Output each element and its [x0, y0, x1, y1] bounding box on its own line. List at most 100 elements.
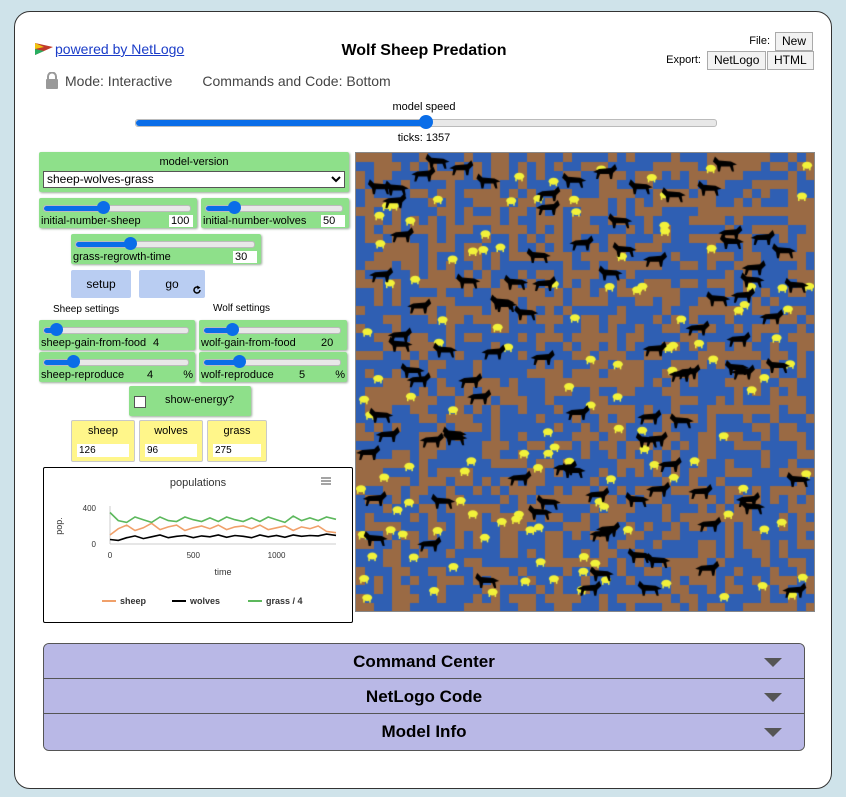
logo-text[interactable]: powered by NetLogo	[55, 41, 185, 57]
slider-label: wolf-reproduce	[201, 369, 274, 381]
wolf-gain-from-food-slider[interactable]: wolf-gain-from-food 20	[199, 320, 347, 350]
slider-label: initial-number-wolves	[203, 215, 307, 227]
grass-regrowth-time-slider[interactable]: grass-regrowth-time 30	[71, 234, 261, 264]
wolf-reproduce-slider[interactable]: wolf-reproduce 5 %	[199, 352, 347, 382]
file-label: File:	[749, 35, 770, 47]
y-tick-label: 0	[92, 540, 97, 549]
x-tick-label: 0	[108, 551, 113, 560]
mode-label: Mode: Interactive	[65, 72, 173, 89]
monitor-label: wolves	[154, 425, 188, 437]
slider-label: initial-number-sheep	[41, 215, 141, 227]
go-button[interactable]: go	[139, 270, 205, 298]
wolves-monitor: wolves 96	[139, 420, 203, 462]
slider-label: sheep-reproduce	[41, 369, 125, 381]
y-tick-label: 400	[83, 504, 97, 513]
monitor-value: 275	[213, 444, 261, 457]
accordion-label: Model Info	[381, 722, 467, 741]
lock-icon[interactable]	[45, 72, 59, 89]
sheep-gain-from-food-slider[interactable]: sheep-gain-from-food 4	[39, 320, 195, 350]
export-netlogo-button[interactable]: NetLogo	[707, 51, 767, 70]
series-line-grass	[109, 511, 337, 524]
model-info-accordion[interactable]: Model Info	[44, 714, 804, 750]
slider-value[interactable]: 20	[321, 337, 334, 349]
netlogo-web-frame: powered by NetLogo Wolf Sheep Predation …	[14, 11, 832, 789]
command-center-accordion[interactable]: Command Center	[44, 644, 804, 679]
world-canvas[interactable]	[356, 153, 814, 611]
wolf-settings-note: Wolf settings	[213, 303, 271, 314]
monitor-value: 96	[145, 444, 197, 457]
legend-entry: grass / 4	[266, 596, 303, 606]
slider-value[interactable]: 4	[147, 369, 154, 381]
grass-monitor: grass 275	[207, 420, 267, 462]
series-line-sheep	[109, 522, 337, 536]
chooser-select[interactable]: sheep-wolves-grass	[43, 171, 345, 188]
chooser-label: model-version	[159, 156, 229, 168]
accordion-group: Command Center NetLogo Code Model Info	[43, 643, 805, 751]
accordion-label: NetLogo Code	[365, 687, 483, 706]
show-energy-checkbox[interactable]	[134, 396, 146, 408]
speed-slider-thumb[interactable]	[419, 115, 433, 129]
sheep-reproduce-slider[interactable]: sheep-reproduce 4 %	[39, 352, 195, 382]
go-button-label: go	[165, 277, 179, 291]
show-energy-label: show-energy?	[165, 394, 235, 406]
slider-thumb[interactable]	[124, 237, 137, 250]
slider-unit: %	[335, 369, 345, 381]
speed-slider[interactable]	[135, 115, 717, 129]
forever-icon	[193, 285, 201, 294]
initial-number-wolves-slider[interactable]: initial-number-wolves 50	[201, 198, 349, 228]
series-line-wolves	[109, 533, 337, 542]
y-axis-label: pop.	[54, 517, 64, 535]
ticks-counter: ticks: 1357	[397, 132, 451, 144]
commands-position-label: Commands and Code: Bottom	[202, 72, 391, 89]
chevron-down-icon	[764, 728, 782, 737]
slider-thumb[interactable]	[67, 355, 81, 368]
slider-thumb[interactable]	[232, 355, 246, 368]
plot-title: populations	[170, 477, 227, 489]
legend-entry: wolves	[189, 596, 220, 606]
slider-label: grass-regrowth-time	[73, 251, 171, 263]
legend-entry: sheep	[120, 596, 147, 606]
x-tick-label: 1000	[268, 551, 286, 560]
slider-label: sheep-gain-from-food	[41, 337, 147, 349]
file-new-button[interactable]: New	[775, 32, 814, 51]
slider-value[interactable]: 50	[321, 215, 345, 227]
monitor-label: sheep	[88, 425, 118, 437]
initial-number-sheep-slider[interactable]: initial-number-sheep 100	[39, 198, 197, 228]
sheep-monitor: sheep 126	[71, 420, 135, 462]
powered-by-netlogo-link[interactable]: powered by NetLogo	[35, 41, 184, 57]
model-version-chooser[interactable]: model-version sheep-wolves-grass	[39, 152, 349, 192]
world-view[interactable]	[355, 152, 815, 612]
mode-row: Mode: Interactive Commands and Code: Bot…	[45, 72, 391, 89]
slider-thumb[interactable]	[49, 323, 63, 336]
chevron-down-icon	[764, 693, 782, 702]
slider-value[interactable]: 5	[299, 369, 306, 381]
populations-plot: populations 0 400 0 500 1000 time pop. sheep wolv…	[43, 467, 353, 623]
export-label: Export:	[666, 54, 701, 66]
populations-chart: populations 0 400 0 500 1000 time pop. sheep wolv…	[54, 477, 337, 606]
chevron-down-icon	[764, 658, 782, 667]
monitor-label: grass	[223, 425, 251, 437]
chevron-down-icon[interactable]	[331, 176, 341, 183]
model-title: Wolf Sheep Predation	[341, 42, 507, 59]
netlogo-logo-icon	[35, 43, 53, 55]
slider-thumb[interactable]	[225, 323, 239, 336]
setup-button[interactable]: setup	[71, 270, 131, 298]
accordion-label: Command Center	[353, 652, 495, 671]
slider-value[interactable]: 30	[233, 251, 257, 263]
show-energy-switch[interactable]: show-energy?	[129, 386, 251, 416]
sheep-settings-note: Sheep settings	[53, 304, 120, 315]
slider-value[interactable]: 4	[153, 337, 160, 349]
monitor-value: 126	[77, 444, 129, 457]
speed-label: model speed	[392, 101, 456, 113]
slider-thumb[interactable]	[227, 201, 241, 214]
x-tick-label: 500	[187, 551, 201, 560]
speed-slider-fill	[136, 120, 426, 126]
slider-label: wolf-gain-from-food	[201, 337, 296, 349]
chooser-value: sheep-wolves-grass	[47, 172, 154, 186]
netlogo-code-accordion[interactable]: NetLogo Code	[44, 679, 804, 714]
x-axis-label: time	[214, 567, 231, 577]
slider-thumb[interactable]	[97, 201, 111, 214]
slider-value[interactable]: 100	[169, 215, 193, 227]
export-html-button[interactable]: HTML	[767, 51, 814, 70]
slider-unit: %	[183, 369, 193, 381]
